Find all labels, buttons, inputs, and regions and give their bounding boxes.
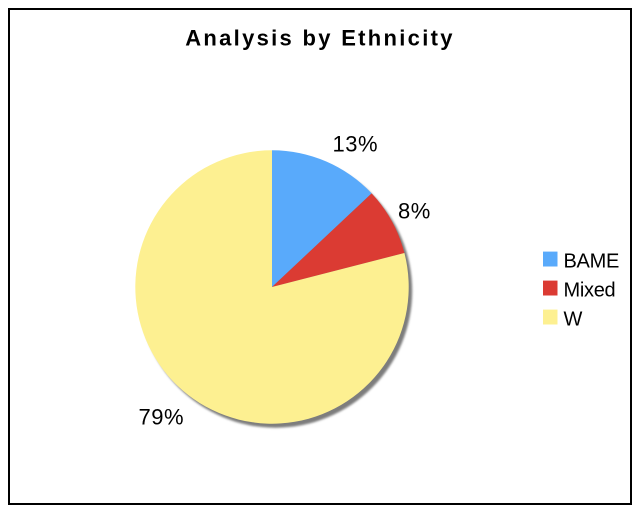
svg-text:W: W: [564, 308, 583, 330]
svg-text:13%: 13%: [333, 132, 379, 157]
svg-text:Mixed: Mixed: [564, 279, 616, 301]
svg-text:8%: 8%: [398, 198, 431, 223]
svg-text:79%: 79%: [139, 405, 185, 430]
svg-text:BAME: BAME: [564, 250, 619, 272]
svg-text:Analysis by Ethnicity: Analysis by Ethnicity: [185, 26, 455, 51]
